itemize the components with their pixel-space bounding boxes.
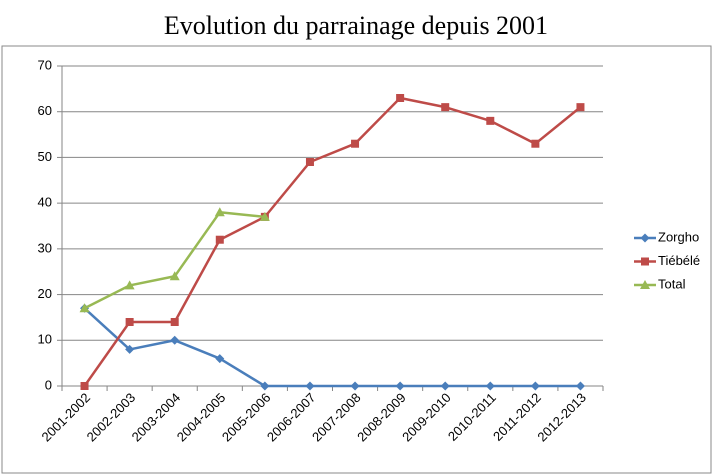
legend-item: Total [634,276,686,291]
y-tick-label: 20 [38,286,52,301]
chart-title: Evolution du parrainage depuis 2001 [164,11,548,40]
marker [80,382,89,390]
marker [125,344,135,354]
marker [214,207,225,217]
y-tick-label: 0 [45,377,52,392]
marker [260,381,270,391]
marker [531,139,540,148]
x-tick-label: 2009-2010 [399,390,454,445]
marker [351,139,360,148]
y-tick-label: 60 [38,103,52,118]
y-tick-label: 10 [38,332,52,347]
series-line [83,307,581,388]
marker [170,335,180,345]
marker [575,381,585,391]
marker [641,257,649,266]
series-line [83,211,266,310]
marker [259,211,270,221]
legend-item: Tiébélé [634,253,700,268]
marker [576,103,585,112]
x-tick-label: 2012-2013 [534,390,589,445]
marker [486,116,495,125]
marker [305,158,314,166]
legend-label: Zorgho [658,229,699,244]
marker [640,233,650,243]
marker [215,235,224,244]
legend-label: Total [658,276,686,291]
marker [79,303,90,313]
marker [441,103,450,112]
marker [530,381,540,391]
legend-label: Tiébélé [658,253,700,268]
marker [485,381,495,391]
marker [395,381,405,391]
marker [350,381,360,391]
marker [305,381,315,391]
y-tick-label: 70 [38,57,52,72]
marker [125,318,134,326]
y-tick-label: 40 [38,195,52,210]
y-tick-label: 50 [38,149,52,164]
marker [170,318,179,326]
marker [215,354,225,364]
legend-item: Zorgho [634,229,699,244]
marker [396,94,405,102]
marker [169,271,180,281]
marker [440,381,450,391]
x-tick-label: 2010-2011 [445,390,499,444]
y-tick-label: 30 [38,240,52,255]
marker [124,280,135,290]
series-line [83,96,582,387]
marker [640,280,650,289]
chart-frame [1,45,712,474]
